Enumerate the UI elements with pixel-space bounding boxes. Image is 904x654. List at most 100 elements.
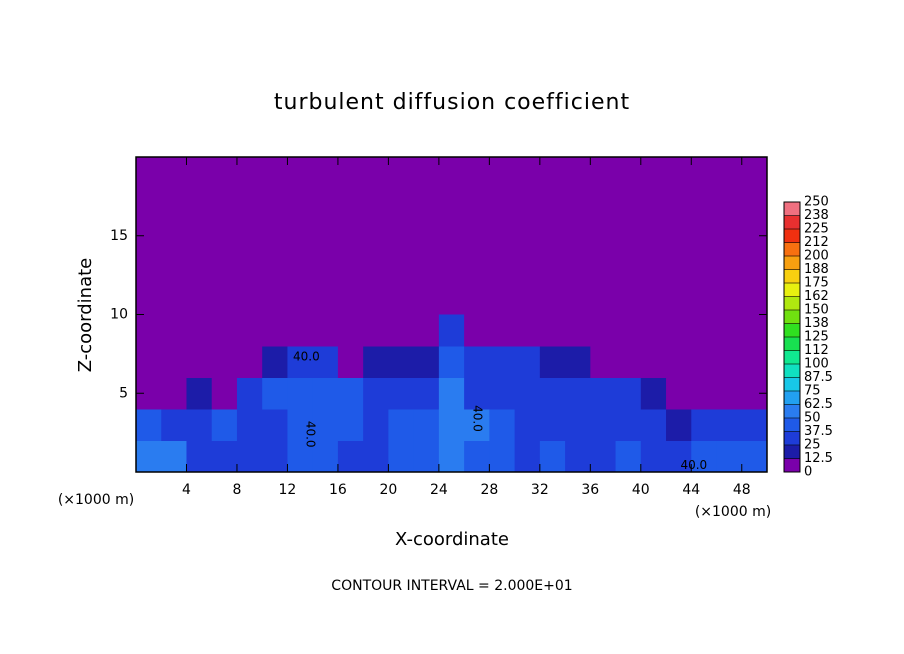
colorbar-label: 12.5 xyxy=(804,451,833,466)
heat-cell xyxy=(262,314,288,347)
x-tick-label: 44 xyxy=(682,482,700,498)
colorbar-bin xyxy=(784,458,800,473)
heat-cell xyxy=(413,377,440,410)
heat-cell xyxy=(640,377,667,410)
heat-cell xyxy=(312,377,339,410)
heat-cell xyxy=(312,440,339,473)
heat-cell xyxy=(741,346,768,378)
heat-cell xyxy=(464,377,490,410)
contour-label: 40.0 xyxy=(304,421,318,448)
colorbar-label: 250 xyxy=(804,195,829,210)
heat-cell xyxy=(741,409,768,441)
colorbar-bin xyxy=(784,202,800,216)
heat-cell xyxy=(438,346,465,378)
heat-cell xyxy=(489,440,516,473)
heat-cell xyxy=(464,314,490,347)
heat-cell xyxy=(590,346,617,378)
heat-cell xyxy=(691,346,718,378)
heat-cell xyxy=(741,314,768,347)
colorbar-label: 37.5 xyxy=(804,424,833,439)
colorbar-bin xyxy=(784,431,800,446)
colorbar-bin xyxy=(784,350,800,365)
heat-cell xyxy=(590,314,617,347)
heat-cell xyxy=(161,377,187,410)
heat-cell xyxy=(539,314,566,347)
heat-cell xyxy=(640,346,667,378)
contour-label: 40.0 xyxy=(470,405,484,432)
heat-cell xyxy=(464,409,490,441)
heat-cell xyxy=(565,314,591,347)
heat-cell xyxy=(691,440,718,473)
heat-cell xyxy=(262,377,288,410)
heat-cell xyxy=(691,377,718,410)
colorbar-label: 100 xyxy=(804,357,829,372)
colorbar-label: 125 xyxy=(804,330,829,345)
heat-cell xyxy=(337,346,364,378)
heat-cell xyxy=(489,314,516,347)
heat-cell xyxy=(236,409,263,441)
heat-cell xyxy=(666,314,692,347)
heat-cell xyxy=(489,377,516,410)
heat-cell xyxy=(236,314,263,347)
heat-cell xyxy=(161,440,187,473)
colorbar-label: 175 xyxy=(804,276,829,291)
heat-cell xyxy=(337,440,364,473)
colorbar-label: 162 xyxy=(804,289,829,304)
heat-cell xyxy=(262,409,288,441)
heat-cell xyxy=(640,440,667,473)
heat-cell xyxy=(565,346,591,378)
heat-cell xyxy=(539,409,566,441)
colorbar-label: 87.5 xyxy=(804,370,833,385)
heat-cell xyxy=(136,314,162,347)
heat-cell xyxy=(565,440,591,473)
colorbar-bin xyxy=(784,269,800,284)
heat-cell xyxy=(514,377,541,410)
x-tick-label: 32 xyxy=(531,482,549,498)
colorbar-bin xyxy=(784,256,800,270)
colorbar-label: 225 xyxy=(804,222,829,237)
heat-cell xyxy=(211,314,238,347)
heat-cell xyxy=(363,314,389,347)
y-axis-label: Z-coordinate xyxy=(75,258,96,373)
colorbar-bin xyxy=(784,283,800,297)
heat-cell xyxy=(590,409,617,441)
heat-cell xyxy=(312,409,339,441)
heat-cell xyxy=(388,377,415,410)
heat-cell xyxy=(413,314,440,347)
colorbar-bin xyxy=(784,445,800,459)
colorbar-label: 212 xyxy=(804,235,829,250)
heat-cell xyxy=(666,377,692,410)
colorbar-label: 75 xyxy=(804,384,821,399)
heat-cell xyxy=(716,377,743,410)
heat-cell xyxy=(363,440,389,473)
heat-cell xyxy=(741,440,768,473)
heat-cell xyxy=(186,440,213,473)
heat-cell xyxy=(590,440,617,473)
colorbar-bin xyxy=(784,391,800,405)
heat-cell xyxy=(136,440,162,473)
heat-cell xyxy=(388,346,415,378)
heat-cell xyxy=(590,377,617,410)
heat-cell xyxy=(716,409,743,441)
heat-cell xyxy=(161,314,187,347)
heat-cell xyxy=(666,440,692,473)
heat-cell xyxy=(716,346,743,378)
heat-cell xyxy=(136,346,162,378)
heat-cell xyxy=(211,346,238,378)
contour-label: 40.0 xyxy=(293,350,320,364)
heat-cell xyxy=(363,409,389,441)
heat-cell xyxy=(438,377,465,410)
colorbar-label: 112 xyxy=(804,343,829,358)
colorbar-bin xyxy=(784,323,800,338)
colorbar-bin xyxy=(784,337,800,351)
colorbar-bin xyxy=(784,364,800,378)
y-tick-label: 15 xyxy=(110,228,128,244)
heat-cell xyxy=(438,440,465,473)
colorbar-bin xyxy=(784,377,800,392)
heat-cell xyxy=(186,377,213,410)
heat-cell xyxy=(236,346,263,378)
x-tick-label: 48 xyxy=(733,482,751,498)
heat-cell xyxy=(539,346,566,378)
heat-cell xyxy=(666,409,692,441)
